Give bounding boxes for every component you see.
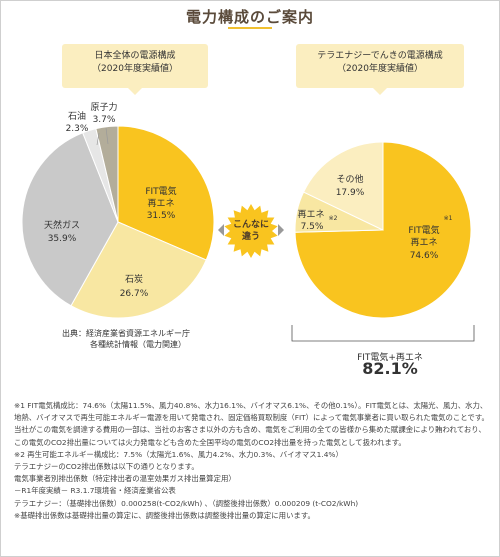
total-label: FIT電気+再エネ	[357, 353, 423, 363]
left-chart-header: 日本全体の電源構成 （2020年度実績値）	[62, 44, 208, 95]
right-label-fit-note: ※1	[444, 215, 453, 222]
source-detail: 各種統計情報（電力関連）	[90, 340, 186, 349]
right-label-re-value: 7.5%	[301, 222, 324, 232]
total-bracket	[291, 325, 475, 342]
badge-line1: こんなに	[233, 219, 269, 230]
left-label-fit-name2: 再エネ	[147, 198, 174, 209]
note-coefficient-values: テラエナジー：（基礎排出係数）0.000258(t-CO2/kWh) 、（調整後…	[14, 498, 359, 508]
right-slice-other	[302, 141, 384, 231]
left-chart-title: 日本全体の電源構成	[94, 51, 176, 61]
left-slice-gas	[21, 132, 119, 307]
left-label-gas-name: 天然ガス	[44, 219, 80, 231]
right-label-other-value: 17.9%	[336, 188, 365, 198]
note-coefficient-source: －R1年度実績－ R3.1.7環境省・経済産業省公表	[14, 486, 176, 496]
right-label-fit-value: 74.6%	[410, 251, 439, 261]
badge-line2: 違う	[242, 230, 260, 242]
right-label-other-name: その他	[336, 173, 363, 185]
right-chart-header: テラエナジーでんきの電源構成 （2020年度実績値）	[296, 44, 464, 95]
note-coefficient-usage: ※基礎排出係数は基礎排出量の算定に、調整後排出係数は調整後排出量の算定に用います…	[14, 510, 315, 520]
left-label-coal-name: 石炭	[125, 274, 143, 285]
right-label-re-note: ※2	[329, 215, 338, 222]
note-co2-intro: テラエナジーのCO2排出係数は以下の通りとなります。	[14, 462, 199, 472]
left-label-oil-name: 石油	[68, 110, 86, 122]
page-title: 電力構成のご案内	[185, 8, 314, 26]
left-chart-source: 出典：経済産業省資源エネルギー庁 各種統計情報（電力関連）	[62, 328, 190, 350]
right-label-re-name: 再エネ	[297, 209, 324, 220]
right-header-tail	[373, 88, 387, 95]
right-chart-title: テラエナジーでんきの電源構成	[317, 51, 443, 61]
left-chart-subtitle: （2020年度実績値）	[92, 64, 178, 74]
left-leader-nuclear	[105, 127, 109, 145]
note-coefficient-title: 電気事業者別排出係数（特定排出者の温室効果ガス排出量算定用）	[14, 474, 236, 484]
badge-arrow-left-icon	[218, 224, 224, 236]
left-label-coal-value: 26.7%	[120, 289, 149, 299]
left-label-fit-name: FIT電気	[145, 185, 176, 197]
left-header-tail	[128, 88, 142, 95]
right-label-fit-name2: 再エネ	[410, 237, 437, 248]
right-label-fit-name: FIT電気	[408, 224, 439, 236]
left-slice-nuclear	[95, 125, 119, 223]
left-label-gas-value: 35.9%	[48, 234, 77, 244]
note-fit: ※1 FIT電気構成比：74.6%（太陽11.5%、風力40.8%、水力16.1…	[14, 401, 489, 447]
left-label-nuclear-value: 3.7%	[93, 115, 116, 125]
badge-arrow-right-icon	[278, 224, 284, 236]
badge-starburst-icon	[224, 204, 278, 258]
title-underline	[228, 27, 272, 29]
left-slice-fit	[117, 125, 215, 261]
source-label: 出典：経済産業省資源エネルギー庁	[62, 329, 190, 338]
left-label-oil-value: 2.3%	[66, 124, 89, 134]
right-chart-subtitle: （2020年度実績値）	[337, 64, 423, 74]
total-value: 82.1%	[362, 359, 418, 378]
footnotes: ※1 FIT電気構成比：74.6%（太陽11.5%、風力40.8%、水力16.1…	[14, 400, 489, 522]
note-renewable: ※2 再生可能エネルギー構成比：7.5%（太陽光1.6%、風力4.2%、水力0.…	[14, 449, 343, 459]
left-leader-oil	[96, 132, 100, 146]
left-label-nuclear-name: 原子力	[90, 101, 117, 113]
left-label-fit-value: 31.5%	[147, 211, 176, 221]
charts-svg: FIT電気 再エネ 31.5% 石炭 26.7% 天然ガス 35.9% 石油 2…	[21, 101, 475, 342]
